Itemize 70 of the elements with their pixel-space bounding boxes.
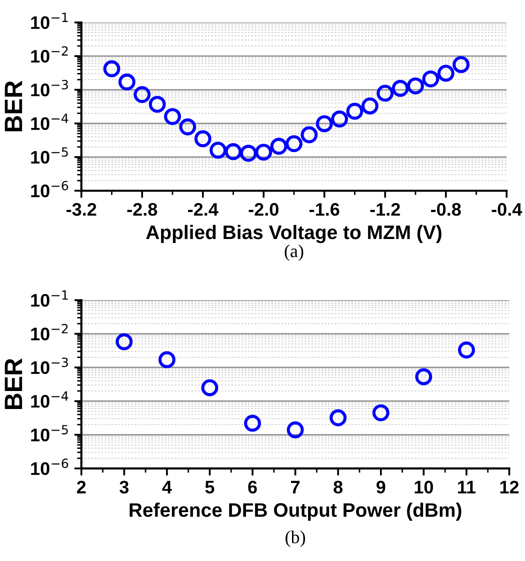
y-tick-label: 10$^{−6}$ xyxy=(31,458,68,476)
point xyxy=(346,102,364,120)
point xyxy=(316,115,333,132)
x-tick-label: 8 xyxy=(334,480,343,494)
x-axis-title: Applied Bias Voltage to MZM (V) xyxy=(146,224,442,244)
y-tick-label: 10$^{−1}$ xyxy=(31,290,68,307)
point xyxy=(452,56,470,74)
x-tick-label: 5 xyxy=(205,480,214,494)
text: (b) xyxy=(286,530,306,547)
point xyxy=(164,108,181,126)
point xyxy=(210,142,227,159)
y-tick-label: 10$^{−3}$ xyxy=(31,358,68,374)
y-tick-label: 10$^{−4}$ xyxy=(31,391,68,408)
point xyxy=(244,414,261,432)
point xyxy=(415,368,432,386)
x-tick-label: -0.8 xyxy=(431,203,461,216)
x-tick-label: 6 xyxy=(248,480,257,494)
point xyxy=(300,126,318,144)
x-tick-label: 12 xyxy=(500,480,519,494)
x-tick-label: -2.4 xyxy=(188,203,218,216)
text: (a) xyxy=(284,244,304,261)
x-axis-title: Reference DFB Output Power (dBm) xyxy=(130,502,462,521)
y-tick-label: 10$^{−3}$ xyxy=(31,80,68,96)
y-tick-label: 10$^{−2}$ xyxy=(31,324,68,340)
x-tick-label: -3.2 xyxy=(66,203,96,216)
y-axis-title: BER xyxy=(4,358,22,410)
point xyxy=(330,409,347,426)
point xyxy=(240,144,257,162)
point xyxy=(194,130,212,148)
point xyxy=(103,60,120,78)
x-tick-label: -1.6 xyxy=(310,203,340,216)
y-tick-label: 10$^{−4}$ xyxy=(31,114,68,130)
point xyxy=(392,80,409,97)
point xyxy=(437,64,454,82)
y-tick-label: 10$^{−5}$ xyxy=(31,425,68,442)
x-tick-label: 4 xyxy=(162,480,172,494)
point xyxy=(255,144,272,161)
point xyxy=(270,138,288,155)
point xyxy=(158,351,176,368)
point xyxy=(118,74,136,90)
x-tick-label: -2.8 xyxy=(127,203,158,216)
point xyxy=(422,70,440,88)
point xyxy=(361,97,378,114)
point xyxy=(286,135,302,152)
x-tick-label: 9 xyxy=(376,480,386,494)
point xyxy=(407,77,424,94)
x-tick-label: -1.2 xyxy=(370,203,400,216)
y-axis-title: BER xyxy=(4,80,22,132)
point xyxy=(458,342,475,358)
point xyxy=(372,404,390,422)
point xyxy=(286,421,304,438)
x-tick-label: 7 xyxy=(291,480,300,494)
point xyxy=(201,379,218,396)
x-tick-label: -2.0 xyxy=(248,203,278,216)
point xyxy=(179,118,196,136)
x-tick-label: 10 xyxy=(414,480,433,494)
x-tick-label: 3 xyxy=(120,480,129,494)
point xyxy=(116,333,133,350)
point xyxy=(224,143,242,160)
point xyxy=(376,84,394,102)
point xyxy=(148,96,166,113)
y-tick-label: 10$^{−5}$ xyxy=(31,147,68,164)
point xyxy=(331,110,348,128)
x-tick-label: 11 xyxy=(458,480,476,494)
x-tick-label: 2 xyxy=(76,480,86,494)
x-tick-label: -0.4 xyxy=(492,203,522,216)
y-tick-label: 10$^{−2}$ xyxy=(31,46,68,63)
point xyxy=(134,86,151,104)
y-tick-label: 10$^{−1}$ xyxy=(31,12,68,30)
y-tick-label: 10$^{−6}$ xyxy=(31,180,68,198)
